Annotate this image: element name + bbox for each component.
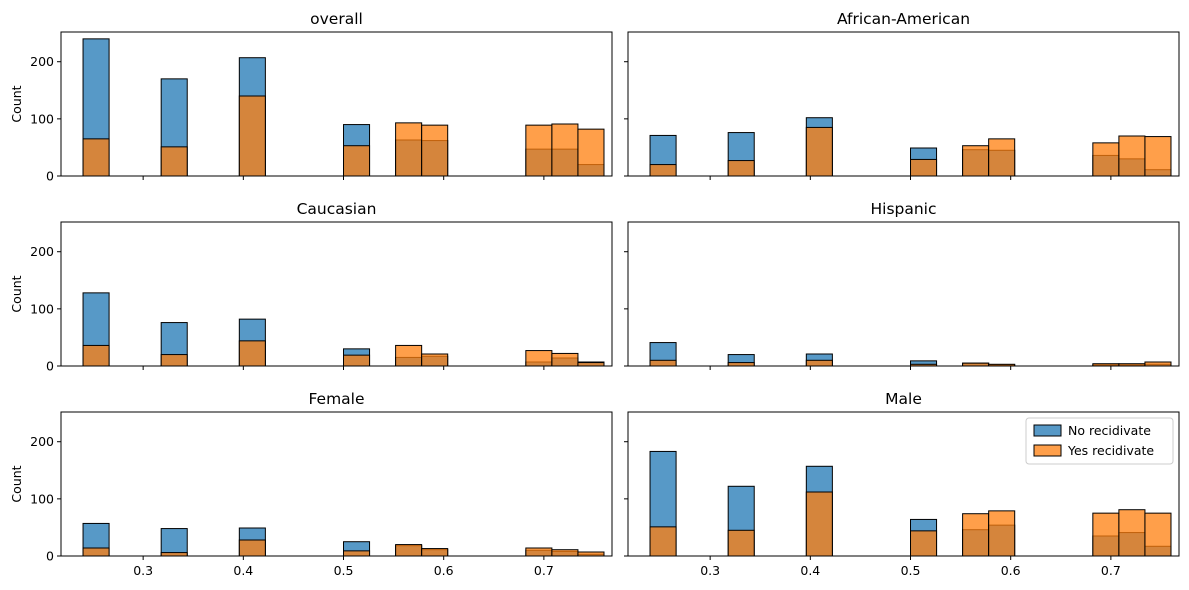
subplot-female: Female 0 100 200 Count 0.3 0.4 0.5 0.6 0.7 xyxy=(9,390,613,578)
y-axis-label: Count xyxy=(9,275,24,312)
y-tick-label: 0 xyxy=(46,169,54,184)
bar-yes-recidivate xyxy=(525,547,553,557)
subplot-title: Male xyxy=(885,390,922,408)
y-tick-label: 100 xyxy=(30,111,54,126)
axes-frame xyxy=(627,221,1180,367)
bar-yes-recidivate xyxy=(421,124,449,177)
axes-frame xyxy=(627,31,1180,177)
subplot-hispanic: Hispanic xyxy=(624,200,1180,370)
bar-yes-recidivate xyxy=(910,530,938,557)
bar-yes-recidivate xyxy=(551,549,579,557)
bar-yes-recidivate xyxy=(238,539,266,557)
bar-yes-recidivate xyxy=(988,138,1016,177)
subplot-title: African-American xyxy=(837,10,970,28)
x-tick-label: 0.3 xyxy=(700,563,720,578)
subplot-overall: overall 0 100 200 Count xyxy=(9,10,613,184)
bar-yes-recidivate xyxy=(1118,135,1146,177)
legend-swatch-no-recidivate xyxy=(1033,424,1062,437)
bar-yes-recidivate xyxy=(343,550,371,557)
y-tick-label: 0 xyxy=(46,549,54,564)
legend-frame xyxy=(1025,417,1174,465)
bar-yes-recidivate xyxy=(238,95,266,177)
bar-yes-recidivate xyxy=(805,359,833,367)
bar-yes-recidivate xyxy=(1092,142,1120,177)
axes-frame xyxy=(627,411,1180,557)
bar-yes-recidivate xyxy=(1144,361,1172,367)
y-tick-label: 200 xyxy=(30,54,54,69)
bar-yes-recidivate xyxy=(988,510,1016,557)
x-tick-label: 0.7 xyxy=(1101,563,1121,578)
x-tick-label: 0.5 xyxy=(901,563,921,578)
bar-yes-recidivate xyxy=(82,547,110,557)
bar-yes-recidivate xyxy=(82,138,110,177)
bar-yes-recidivate xyxy=(805,491,833,557)
bar-no-recidivate xyxy=(160,528,188,557)
bar-yes-recidivate xyxy=(727,362,755,367)
bar-yes-recidivate xyxy=(525,350,553,367)
bar-yes-recidivate xyxy=(577,362,605,367)
bar-yes-recidivate xyxy=(160,146,188,177)
x-tick-label: 0.6 xyxy=(434,563,454,578)
y-tick-label: 200 xyxy=(30,434,54,449)
x-tick-label: 0.7 xyxy=(534,563,554,578)
bar-yes-recidivate xyxy=(1144,512,1172,557)
bar-yes-recidivate xyxy=(649,526,677,557)
subplot-male: Male 0.3 0.4 0.5 0.6 0.7 No recidivate Yes reci… xyxy=(624,390,1180,578)
legend-swatch-yes-recidivate xyxy=(1033,444,1062,457)
bar-yes-recidivate xyxy=(577,551,605,557)
legend-label: Yes recidivate xyxy=(1067,443,1154,458)
bar-yes-recidivate xyxy=(805,126,833,177)
x-tick-label: 0.6 xyxy=(1001,563,1021,578)
y-tick-label: 0 xyxy=(46,359,54,374)
axes-frame xyxy=(60,221,613,367)
subplot-title: Female xyxy=(308,390,364,408)
bar-yes-recidivate xyxy=(1144,136,1172,177)
bar-yes-recidivate xyxy=(1092,512,1120,557)
subplot-african-american: African-American xyxy=(624,10,1180,180)
bar-yes-recidivate xyxy=(551,123,579,177)
y-tick-label: 100 xyxy=(30,491,54,506)
x-tick-label: 0.4 xyxy=(800,563,820,578)
subplot-title: Caucasian xyxy=(297,200,377,218)
bar-yes-recidivate xyxy=(395,344,423,367)
y-tick-label: 100 xyxy=(30,301,54,316)
x-tick-label: 0.5 xyxy=(334,563,354,578)
bar-yes-recidivate xyxy=(421,353,449,367)
subplot-caucasian: Caucasian 0 100 200 Count xyxy=(9,200,613,374)
bar-yes-recidivate xyxy=(962,513,990,557)
x-tick-label: 0.3 xyxy=(133,563,153,578)
bar-yes-recidivate xyxy=(577,128,605,177)
axes-frame xyxy=(60,31,613,177)
x-tick-label: 0.4 xyxy=(233,563,253,578)
bar-yes-recidivate xyxy=(649,164,677,177)
legend: No recidivate Yes recidivate xyxy=(1025,417,1174,465)
bar-yes-recidivate xyxy=(395,122,423,177)
subplot-title: overall xyxy=(310,10,363,28)
legend-label: No recidivate xyxy=(1068,423,1151,438)
bar-yes-recidivate xyxy=(727,160,755,177)
bar-yes-recidivate xyxy=(160,552,188,557)
bar-yes-recidivate xyxy=(343,145,371,177)
subplot-title: Hispanic xyxy=(870,200,936,218)
bar-yes-recidivate xyxy=(649,359,677,367)
bar-yes-recidivate xyxy=(343,354,371,367)
y-tick-label: 200 xyxy=(30,244,54,259)
bar-yes-recidivate xyxy=(82,344,110,367)
bar-yes-recidivate xyxy=(551,352,579,367)
y-axis-label: Count xyxy=(9,465,24,502)
bar-yes-recidivate xyxy=(421,548,449,557)
y-axis-label: Count xyxy=(9,85,24,122)
axes-frame xyxy=(60,411,613,557)
bar-yes-recidivate xyxy=(1118,509,1146,557)
bar-yes-recidivate xyxy=(525,124,553,177)
bar-yes-recidivate xyxy=(238,340,266,367)
bar-yes-recidivate xyxy=(962,145,990,177)
bar-yes-recidivate xyxy=(727,529,755,557)
bar-yes-recidivate xyxy=(395,544,423,557)
bar-yes-recidivate xyxy=(160,354,188,367)
bar-yes-recidivate xyxy=(910,158,938,177)
